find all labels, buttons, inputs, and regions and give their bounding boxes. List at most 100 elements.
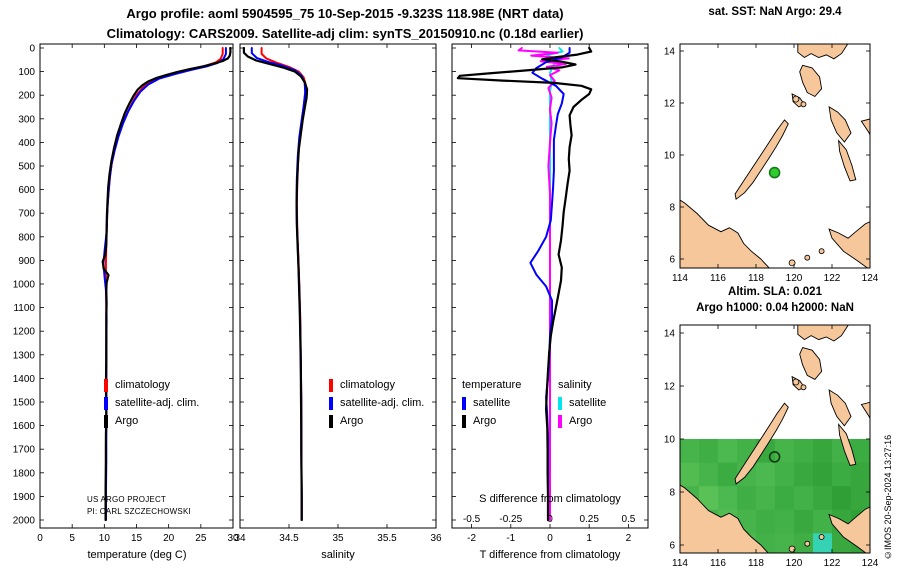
legend-label: satellite-adj. clim. — [340, 397, 425, 409]
argo-h-title: Argo h1000: 0.04 h2000: NaN — [696, 302, 854, 314]
svg-text:-1: -1 — [506, 533, 515, 544]
figure-subtitle: Climatology: CARS2009. Satellite-adj cli… — [106, 26, 584, 41]
legend-item-argo: Argo — [104, 412, 199, 430]
argo-swatch — [329, 414, 333, 428]
svg-text:1700: 1700 — [13, 445, 36, 456]
climatology-swatch — [104, 378, 108, 392]
legend-item-satellite: satellite — [558, 394, 606, 412]
legend-item-satellite: satellite — [462, 394, 521, 412]
islet — [818, 248, 825, 255]
svg-text:14: 14 — [664, 329, 676, 340]
legend-item-climatology: climatology — [329, 376, 424, 394]
legend-label: satellite — [473, 397, 511, 409]
svg-text:600: 600 — [18, 185, 35, 196]
sst_map-layer — [680, 44, 870, 268]
legend-item-argo: Argo — [329, 412, 424, 430]
svg-text:400: 400 — [18, 138, 35, 149]
salinity-legend: climatology satellite-adj. clim. Argo — [329, 376, 424, 430]
svg-text:8: 8 — [669, 203, 675, 214]
svg-text:-0.5: -0.5 — [463, 514, 481, 525]
svg-text:118: 118 — [748, 558, 764, 569]
svg-text:10: 10 — [99, 533, 111, 544]
s-diff-axis-label: S difference from climatology — [479, 493, 621, 505]
svg-text:124: 124 — [862, 273, 879, 284]
figure-title: Argo profile: aoml 5904595_75 10-Sep-201… — [126, 6, 564, 21]
svg-text:2000: 2000 — [13, 516, 36, 527]
t-diff-argo-line — [456, 46, 593, 522]
sst-map-title: sat. SST: NaN Argo: 29.4 — [708, 6, 842, 18]
land-polygon — [860, 401, 870, 420]
islet — [792, 378, 800, 386]
svg-text:6: 6 — [669, 541, 675, 552]
t-diff-axis-label: T difference from climatology — [479, 549, 621, 561]
svg-text:35: 35 — [332, 533, 344, 544]
svg-text:14: 14 — [664, 47, 676, 58]
argo-sal-line — [242, 46, 309, 522]
sla_map-layer — [680, 325, 870, 553]
svg-text:12: 12 — [664, 99, 676, 110]
legend-item-satellite-clim: satellite-adj. clim. — [329, 394, 424, 412]
svg-text:120: 120 — [786, 558, 803, 569]
svg-text:34: 34 — [234, 533, 246, 544]
land-polygon — [838, 422, 857, 467]
land-polygon — [828, 221, 870, 268]
t-argo-swatch — [462, 414, 466, 428]
legend-header-salinity: salinity — [558, 379, 592, 391]
islet — [804, 540, 811, 547]
project-note-line2: PI: CARL SZCZECHOWSKI — [87, 507, 191, 516]
svg-text:124: 124 — [862, 558, 879, 569]
svg-text:116: 116 — [710, 273, 726, 284]
svg-text:100: 100 — [18, 67, 35, 78]
svg-text:1800: 1800 — [13, 468, 36, 479]
s-difference-legend: salinity satellite Argo — [558, 376, 606, 430]
svg-text:700: 700 — [18, 209, 35, 220]
islet — [800, 101, 807, 108]
legend-label: Argo — [569, 415, 593, 427]
islet — [800, 384, 807, 391]
svg-text:1400: 1400 — [13, 374, 36, 385]
svg-text:0: 0 — [547, 514, 553, 525]
svg-text:114: 114 — [672, 273, 688, 284]
svg-text:0: 0 — [37, 533, 43, 544]
svg-text:30: 30 — [227, 533, 239, 544]
svg-text:118: 118 — [748, 273, 764, 284]
svg-text:1200: 1200 — [13, 327, 36, 338]
land-polygon — [799, 64, 823, 98]
legend-item-argo: Argo — [462, 412, 521, 430]
svg-text:1100: 1100 — [13, 303, 35, 314]
svg-text:1: 1 — [586, 533, 592, 544]
svg-text:34.5: 34.5 — [279, 533, 299, 544]
satellite-adj-clim-sal-line — [250, 47, 307, 521]
land-polygon — [799, 347, 823, 380]
svg-text:2: 2 — [626, 533, 632, 544]
svg-text:36: 36 — [430, 533, 442, 544]
svg-text:800: 800 — [18, 232, 35, 243]
svg-text:8: 8 — [669, 488, 675, 499]
t-satellite-swatch — [462, 396, 466, 410]
land-polygon — [680, 484, 769, 553]
land-polygon — [828, 389, 852, 427]
legend-label: climatology — [340, 379, 396, 391]
t-difference-legend: temperature satellite Argo — [462, 376, 521, 430]
sst_map-float-marker — [768, 166, 781, 179]
legend-item-climatology: climatology — [104, 376, 199, 394]
legend-label: climatology — [115, 379, 171, 391]
s-diff-argo-line — [517, 47, 570, 521]
sla_map-float-marker — [768, 451, 781, 463]
svg-text:1300: 1300 — [13, 350, 36, 361]
legend-item-argo: Argo — [558, 412, 606, 430]
svg-text:122: 122 — [824, 273, 841, 284]
svg-text:1500: 1500 — [13, 398, 36, 409]
land-polygon — [797, 44, 849, 60]
legend-label: Argo — [115, 415, 139, 427]
land-polygon — [828, 506, 870, 553]
svg-text:1900: 1900 — [13, 492, 36, 503]
climatology-swatch — [329, 378, 333, 392]
legend-label: Argo — [473, 415, 497, 427]
argo-swatch — [104, 414, 108, 428]
svg-text:114: 114 — [672, 558, 688, 569]
svg-text:5: 5 — [69, 533, 75, 544]
svg-text:1000: 1000 — [13, 280, 36, 291]
svg-text:-2: -2 — [467, 533, 476, 544]
